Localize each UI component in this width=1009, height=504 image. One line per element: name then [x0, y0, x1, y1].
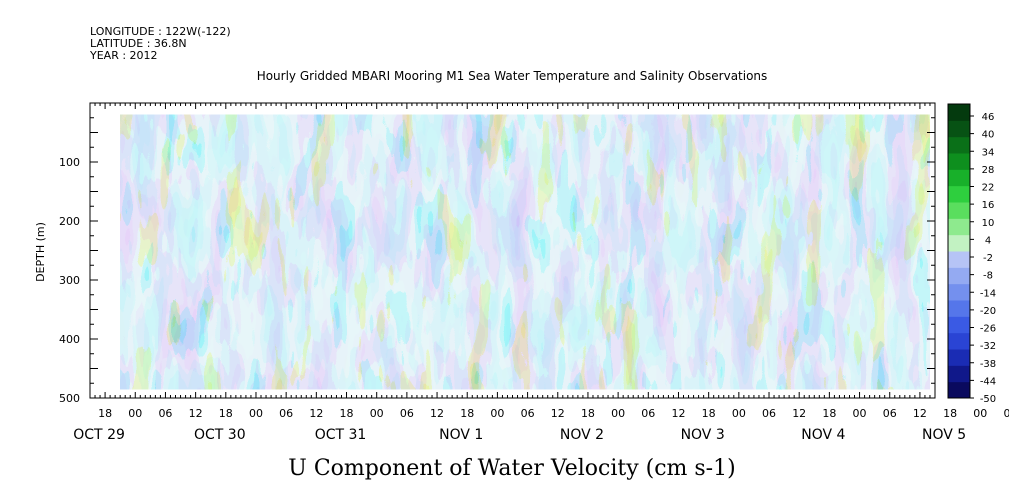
x-hour-label: 06 [762, 407, 776, 420]
colorbar-label: -8 [983, 271, 993, 282]
x-hour-label: 12 [913, 407, 927, 420]
colorbar-swatch [948, 234, 970, 252]
y-axis-label: DEPTH (m) [34, 222, 47, 282]
x-day-label: NOV 4 [801, 427, 845, 443]
colorbar-label: -14 [980, 288, 996, 299]
x-hour-label: 06 [1003, 407, 1009, 420]
x-hour-label: 12 [551, 407, 565, 420]
y-tick-label: 100 [59, 156, 80, 169]
x-day-label: NOV 1 [439, 427, 483, 443]
colorbar-swatch [948, 365, 970, 383]
colorbar-swatch [948, 120, 970, 138]
colorbar-label: -44 [980, 376, 996, 387]
colorbar-swatch [948, 185, 970, 203]
colorbar-label: 16 [982, 200, 995, 211]
colorbar: 46 40 34 28 22 16 10 4 -2 -8 -14 -20 -26 -32 -38 -44 -50 [947, 103, 996, 405]
x-day-label: NOV 5 [922, 427, 966, 443]
y-tick-label: 500 [59, 392, 80, 405]
x-hour-labels: 18 00 06 12 18 00 06 12 18 00 06 12 18 00 06 12 18 00 06 12… [98, 407, 1009, 420]
y-tick-label: 300 [59, 274, 80, 287]
colorbar-swatch [948, 169, 970, 187]
plot-frame [89, 102, 936, 399]
x-hour-label: 18 [219, 407, 233, 420]
y-tick-labels: 100 200 300 400 500 [59, 156, 80, 405]
colorbar-label: -2 [983, 253, 993, 264]
colorbar-label: 22 [982, 183, 995, 194]
colorbar-swatch [948, 202, 970, 219]
colorbar-swatch [948, 153, 970, 170]
chart-title: Hourly Gridded MBARI Mooring M1 Sea Wate… [257, 69, 768, 83]
x-hour-label: 00 [490, 407, 504, 420]
x-hour-label: 12 [671, 407, 685, 420]
x-hour-label: 18 [581, 407, 595, 420]
latitude-label: LATITUDE : 36.8N [90, 37, 187, 50]
colorbar-swatch [948, 251, 970, 268]
x-hour-label: 06 [641, 407, 655, 420]
x-hour-label: 00 [973, 407, 987, 420]
x-hour-label: 06 [279, 407, 293, 420]
x-axis-label: U Component of Water Velocity (cm s-1) [288, 456, 735, 481]
x-hour-label: 12 [309, 407, 323, 420]
colorbar-swatch [948, 267, 970, 285]
colorbar-label: -20 [980, 306, 996, 317]
colorbar-swatch [948, 300, 970, 317]
x-day-label: OCT 31 [315, 427, 367, 443]
colorbar-swatch [948, 218, 970, 236]
plot-area [89, 102, 936, 399]
x-hour-label: 18 [340, 407, 354, 420]
colorbar-label: -32 [980, 341, 996, 352]
y-tick-label: 400 [59, 333, 80, 346]
colorbar-label: 46 [982, 112, 995, 123]
x-hour-label: 06 [158, 407, 172, 420]
x-hour-label: 12 [189, 407, 203, 420]
x-hour-label: 00 [249, 407, 263, 420]
x-day-label: NOV 2 [560, 427, 604, 443]
x-hour-label: 18 [98, 407, 112, 420]
x-hour-label: 18 [460, 407, 474, 420]
x-day-label: NOV 3 [681, 427, 725, 443]
x-hour-label: 00 [611, 407, 625, 420]
x-day-label: OCT 30 [194, 427, 246, 443]
x-hour-label: 06 [400, 407, 414, 420]
colorbar-swatch [948, 104, 970, 121]
x-day-labels: OCT 29 OCT 30 OCT 31 NOV 1 NOV 2 NOV 3 NOV 4 NO… [73, 427, 966, 443]
x-hour-label: 12 [430, 407, 444, 420]
x-hour-label: 18 [822, 407, 836, 420]
colorbar-label: 40 [982, 130, 995, 141]
colorbar-label: 34 [982, 147, 995, 158]
year-label: YEAR : 2012 [89, 49, 158, 62]
colorbar-swatch [948, 136, 970, 154]
x-hour-label: 00 [128, 407, 142, 420]
colorbar-swatch [948, 316, 970, 334]
velocity-field [120, 114, 930, 390]
x-hour-label: 12 [792, 407, 806, 420]
x-hour-label: 00 [853, 407, 867, 420]
colorbar-label: -50 [980, 394, 996, 405]
colorbar-label: 10 [982, 218, 995, 229]
colorbar-swatch [948, 349, 970, 366]
x-day-label: OCT 29 [73, 427, 125, 443]
x-hour-label: 06 [883, 407, 897, 420]
x-hour-label: 18 [702, 407, 716, 420]
colorbar-swatch [948, 283, 970, 301]
velocity-contours [120, 114, 930, 390]
colorbar-swatch [948, 332, 970, 350]
x-hour-label: 00 [732, 407, 746, 420]
colorbar-label: -26 [980, 324, 996, 335]
colorbar-frame [947, 103, 971, 399]
colorbar-label: -38 [980, 359, 996, 370]
colorbar-label: 4 [985, 235, 991, 246]
longitude-label: LONGITUDE : 122W(-122) [90, 25, 231, 38]
x-hour-label: 18 [943, 407, 957, 420]
colorbar-label: 28 [982, 165, 995, 176]
y-tick-label: 200 [59, 215, 80, 228]
x-hour-label: 06 [521, 407, 535, 420]
colorbar-swatch [948, 381, 970, 399]
x-hour-label: 00 [370, 407, 384, 420]
